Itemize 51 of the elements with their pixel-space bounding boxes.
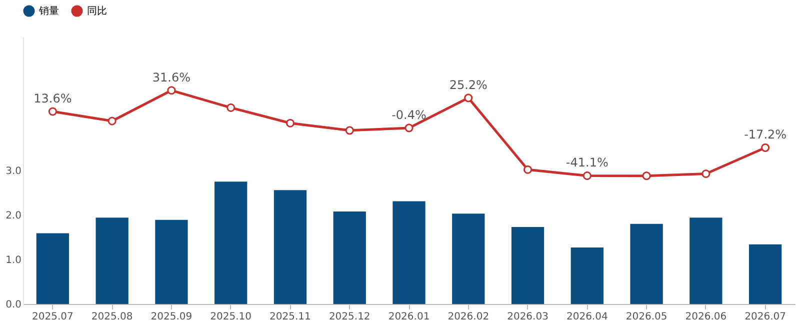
data-label: -17.2% (744, 128, 787, 142)
point (286, 118, 295, 128)
x-tick-label: 2026.02 (448, 312, 490, 322)
x-tick-label: 2025.09 (150, 312, 192, 322)
bar (690, 218, 722, 304)
data-label: -0.4% (392, 108, 426, 122)
y-tick-label: 0.0 (6, 300, 22, 310)
point (702, 169, 710, 178)
point (48, 107, 57, 116)
bar (630, 224, 663, 304)
bar (392, 201, 426, 304)
data-label: 13.6% (34, 92, 72, 106)
point (345, 126, 354, 135)
bar (214, 182, 248, 304)
point (523, 165, 532, 174)
x-tick-label: 2025.11 (270, 312, 311, 322)
point (404, 124, 414, 132)
point (108, 116, 116, 126)
x-tick-label: 2026.05 (626, 312, 668, 322)
point (464, 94, 473, 102)
point (761, 143, 770, 152)
data-label: 31.6% (152, 70, 191, 84)
x-tick-label: 2026.06 (685, 312, 727, 322)
y-tick-label: 1.0 (6, 255, 22, 266)
data-label: -41.1% (566, 156, 608, 170)
x-tick-label: 2025.08 (91, 312, 133, 322)
bar (452, 214, 485, 304)
bar (155, 220, 188, 304)
legend-label: 销量 (38, 6, 59, 17)
point (582, 171, 592, 180)
y-tick-label: 2.0 (6, 210, 22, 222)
bar (36, 233, 70, 304)
bar (96, 218, 128, 304)
x-tick-label: 2025.10 (210, 312, 252, 322)
point (226, 103, 236, 112)
bar (333, 211, 366, 304)
y-tick-label: 3.0 (6, 166, 22, 177)
x-tick-label: 2026.03 (507, 312, 548, 322)
bar (748, 244, 782, 304)
data-label: 25.2% (449, 78, 488, 92)
x-tick-label: 2025.12 (328, 312, 370, 322)
legend-label: 同比 (87, 5, 107, 17)
bar (511, 227, 544, 304)
bar (274, 190, 307, 304)
x-tick-label: 2026.07 (744, 312, 786, 322)
bar (570, 247, 604, 304)
x-tick-label: 2026.01 (388, 312, 430, 322)
x-tick-label: 2025.07 (32, 312, 74, 322)
point (167, 86, 176, 95)
point (642, 172, 651, 180)
x-tick-label: 2026.04 (566, 312, 608, 322)
